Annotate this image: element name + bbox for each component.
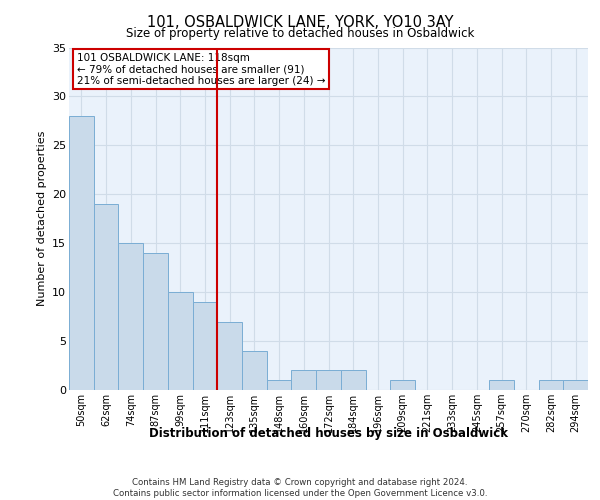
Text: Distribution of detached houses by size in Osbaldwick: Distribution of detached houses by size … [149, 428, 508, 440]
Bar [563, 380, 588, 390]
Bar [143, 253, 168, 390]
Bar [69, 116, 94, 390]
Bar [390, 380, 415, 390]
Text: 101, OSBALDWICK LANE, YORK, YO10 3AY: 101, OSBALDWICK LANE, YORK, YO10 3AY [147, 15, 453, 30]
Bar [267, 380, 292, 390]
Text: Size of property relative to detached houses in Osbaldwick: Size of property relative to detached ho… [126, 28, 474, 40]
Bar [94, 204, 118, 390]
Text: Contains HM Land Registry data © Crown copyright and database right 2024.
Contai: Contains HM Land Registry data © Crown c… [113, 478, 487, 498]
Text: 101 OSBALDWICK LANE: 118sqm
← 79% of detached houses are smaller (91)
21% of sem: 101 OSBALDWICK LANE: 118sqm ← 79% of det… [77, 52, 325, 86]
Bar [539, 380, 563, 390]
Bar [118, 243, 143, 390]
Bar [217, 322, 242, 390]
Y-axis label: Number of detached properties: Number of detached properties [37, 131, 47, 306]
Bar [292, 370, 316, 390]
Bar [193, 302, 217, 390]
Bar [242, 351, 267, 390]
Bar [168, 292, 193, 390]
Bar [489, 380, 514, 390]
Bar [316, 370, 341, 390]
Bar [341, 370, 365, 390]
